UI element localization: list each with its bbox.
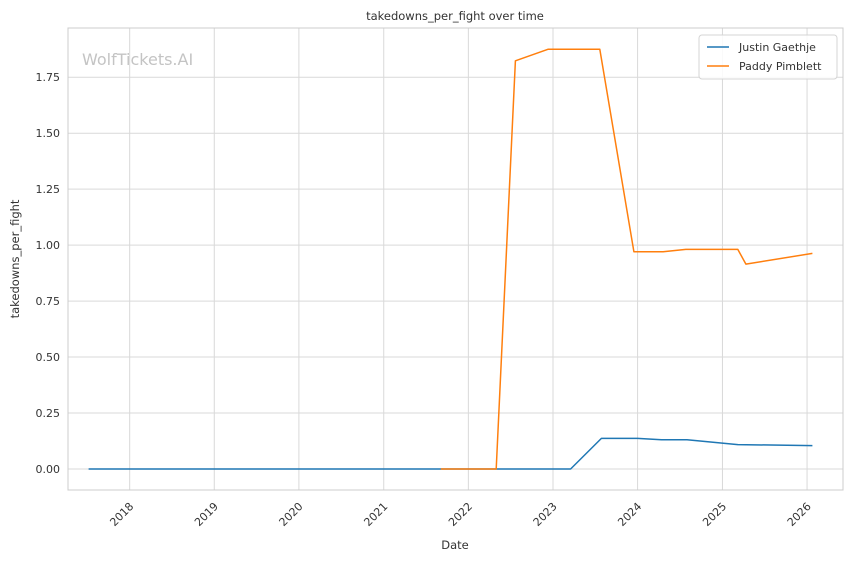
plot-frame <box>67 27 844 491</box>
y-tick-label: 1.00 <box>36 239 61 252</box>
y-tick-label: 1.75 <box>36 71 61 84</box>
grid-lines <box>68 28 843 490</box>
x-axis-label: Date <box>441 538 469 552</box>
legend: Justin Gaethje Paddy Pimblett <box>698 34 838 80</box>
y-tick-label: 1.25 <box>36 183 61 196</box>
legend-label: Paddy Pimblett <box>739 60 822 73</box>
y-axis: 0.00 0.25 0.50 0.75 1.00 1.25 1.50 1.75 <box>36 71 61 476</box>
y-tick-label: 0.50 <box>36 351 61 364</box>
series-lines <box>88 48 813 470</box>
legend-box <box>698 34 838 80</box>
chart-title: takedowns_per_fight over time <box>366 9 544 23</box>
y-tick-label: 0.75 <box>36 295 61 308</box>
y-tick-label: 1.50 <box>36 127 61 140</box>
y-tick-label: 0.25 <box>36 407 61 420</box>
y-axis-label: takedowns_per_fight <box>8 199 22 318</box>
series-line-paddy-pimblett <box>440 48 813 470</box>
y-tick-label: 0.00 <box>36 463 61 476</box>
legend-label: Justin Gaethje <box>738 41 816 54</box>
watermark: WolfTickets.AI <box>82 50 193 69</box>
